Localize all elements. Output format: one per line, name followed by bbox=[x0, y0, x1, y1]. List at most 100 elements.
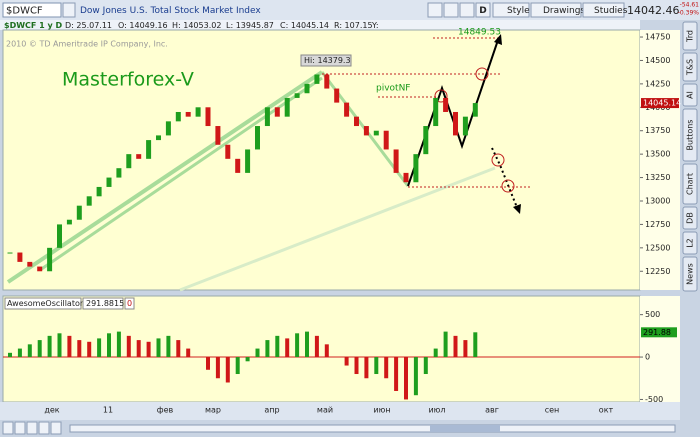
tool-icon[interactable] bbox=[459, 2, 475, 18]
period-button[interactable] bbox=[475, 2, 491, 18]
watermark: Masterforex-V bbox=[62, 69, 194, 91]
info-range: R: 107.15 bbox=[334, 21, 373, 30]
osc-bar bbox=[107, 333, 111, 358]
osc-bar bbox=[344, 357, 349, 366]
candle bbox=[294, 93, 300, 98]
zoom-button[interactable] bbox=[2, 421, 14, 435]
arrow-head bbox=[513, 204, 521, 214]
target-label: 14849.53 bbox=[458, 28, 501, 38]
y-tick-label: 13250 bbox=[645, 173, 670, 182]
style-button[interactable] bbox=[492, 2, 530, 18]
side-tab[interactable] bbox=[682, 108, 698, 162]
candle bbox=[146, 140, 152, 159]
zoom-button[interactable] bbox=[50, 421, 62, 435]
zoom-button[interactable] bbox=[26, 421, 38, 435]
forecast-arrow bbox=[491, 147, 519, 211]
tool-icon[interactable] bbox=[443, 2, 459, 18]
side-tab[interactable] bbox=[682, 231, 698, 255]
period: D bbox=[479, 6, 486, 16]
candle bbox=[324, 74, 330, 89]
candle bbox=[126, 154, 132, 169]
symbol-lookup[interactable] bbox=[62, 2, 76, 18]
pivot-label: pivotNF bbox=[376, 84, 410, 94]
osc-bar bbox=[27, 344, 32, 358]
osc-bar bbox=[354, 357, 359, 375]
x-tick-label: апр bbox=[264, 406, 279, 415]
osc-bar bbox=[215, 357, 220, 379]
zoom-button[interactable] bbox=[38, 421, 50, 435]
osc-bar bbox=[8, 352, 12, 358]
candle bbox=[453, 111, 458, 136]
side-tab[interactable] bbox=[682, 21, 698, 51]
candle bbox=[363, 126, 369, 136]
candle bbox=[354, 116, 359, 127]
osc-badge-box bbox=[641, 327, 677, 338]
osc-bar bbox=[17, 348, 22, 358]
candle bbox=[423, 126, 429, 155]
symbol-input[interactable] bbox=[2, 2, 62, 18]
drawings-button[interactable] bbox=[530, 2, 582, 18]
osc-bar bbox=[116, 331, 121, 358]
tool-icon[interactable] bbox=[427, 2, 443, 18]
copyright: 2010 © TD Ameritrade IP Company, Inc. bbox=[6, 40, 168, 49]
candle bbox=[472, 103, 478, 117]
osc-bar bbox=[136, 340, 141, 358]
side-tabs: Trd T&S AI Buttons Chart DB L2 News bbox=[682, 21, 698, 292]
candle bbox=[37, 266, 43, 272]
candle bbox=[136, 154, 142, 159]
candle bbox=[47, 247, 53, 272]
side-tab[interactable] bbox=[682, 256, 698, 292]
side-tab[interactable] bbox=[682, 163, 698, 205]
osc-bar bbox=[433, 348, 438, 358]
info-name: $DWCF 1 y D bbox=[4, 21, 63, 30]
price-badge-box bbox=[641, 98, 679, 109]
study-name: AwesomeOscillator bbox=[7, 299, 84, 308]
candle bbox=[106, 177, 112, 187]
study-name-box[interactable] bbox=[4, 297, 82, 310]
change: -54.61 bbox=[680, 2, 700, 9]
side-tab[interactable] bbox=[682, 83, 698, 107]
osc-bar bbox=[245, 357, 250, 362]
osc-bar bbox=[97, 338, 102, 358]
info-open: O: 14049.16 bbox=[118, 21, 168, 30]
x-tick-label: июл bbox=[428, 406, 445, 415]
side-tab-label: Buttons bbox=[686, 120, 695, 151]
side-tab-label: AI bbox=[686, 91, 695, 99]
osc-bar bbox=[77, 340, 82, 358]
y-tick-label: 12250 bbox=[645, 267, 670, 276]
candle bbox=[7, 252, 13, 254]
osc-bar bbox=[67, 335, 72, 358]
candle bbox=[215, 126, 221, 145]
y-tick-label: 14500 bbox=[645, 56, 670, 65]
candle bbox=[274, 107, 280, 117]
osc-bar bbox=[275, 335, 280, 358]
osc-bar bbox=[404, 357, 408, 400]
osc-bar bbox=[37, 340, 42, 358]
side-tab-label: Trd bbox=[686, 30, 695, 43]
marker-circle bbox=[475, 67, 489, 81]
osc-bar bbox=[314, 335, 319, 358]
scrollbar[interactable] bbox=[69, 424, 676, 433]
candle bbox=[175, 111, 181, 122]
studies-button[interactable] bbox=[582, 2, 625, 18]
side-tab[interactable] bbox=[682, 52, 698, 82]
side-tab[interactable] bbox=[682, 206, 698, 230]
zoom-button[interactable] bbox=[14, 421, 26, 435]
osc-tick-label: 500 bbox=[645, 310, 660, 319]
candle bbox=[393, 149, 399, 173]
osc-bar bbox=[265, 340, 270, 358]
side-tab-label: L2 bbox=[686, 238, 695, 248]
study-value: 291.8815 bbox=[86, 299, 124, 308]
y-tick-label: 13750 bbox=[645, 126, 670, 135]
scroll-thumb[interactable] bbox=[430, 425, 500, 432]
x-tick-label: май bbox=[317, 406, 333, 415]
candle bbox=[27, 261, 33, 267]
info-high: H: 14053.02 bbox=[172, 21, 221, 30]
info-y: Y: bbox=[371, 21, 379, 30]
marker-circle bbox=[501, 179, 515, 193]
candle bbox=[17, 252, 23, 262]
osc-bar bbox=[473, 332, 478, 358]
arrow-head bbox=[494, 34, 502, 45]
candle bbox=[314, 74, 320, 84]
